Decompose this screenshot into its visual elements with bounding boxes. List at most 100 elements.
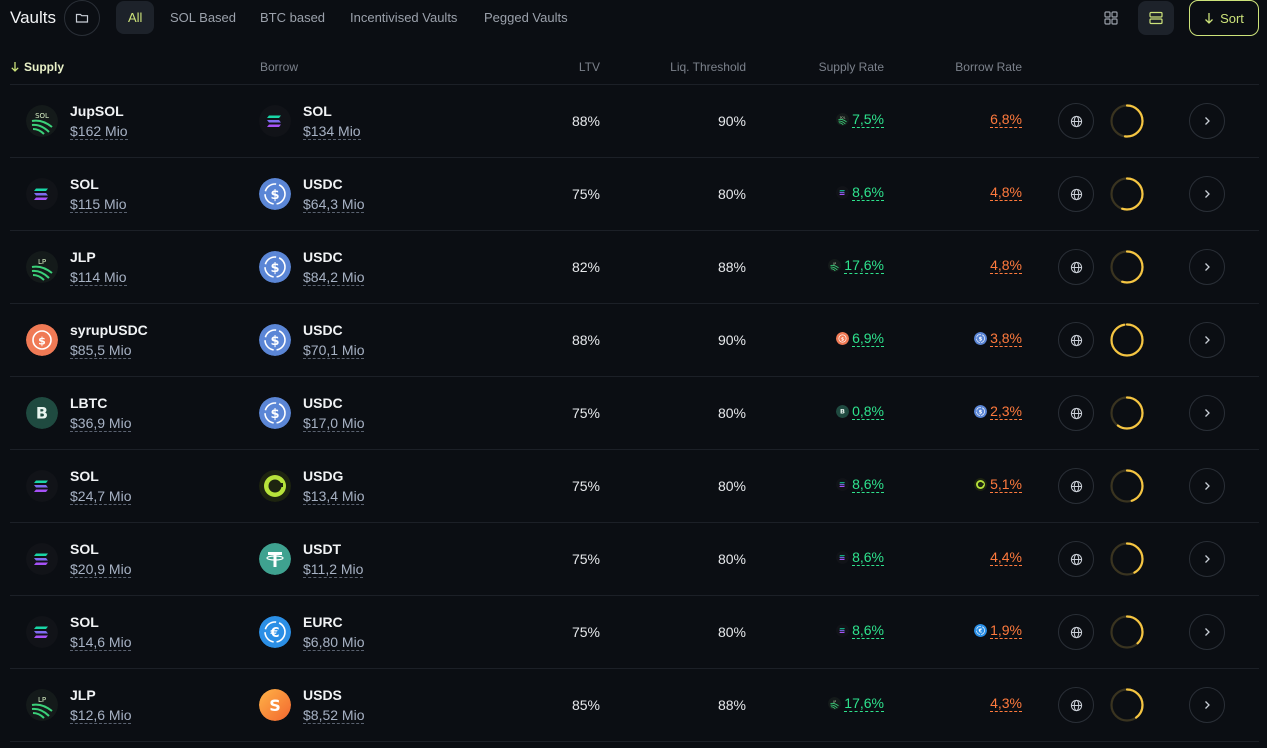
website-button[interactable] <box>1058 614 1094 650</box>
liq-threshold-value: 88% <box>717 697 746 713</box>
svg-text:LP: LP <box>38 258 46 266</box>
supply-rate[interactable]: LP 17,6% <box>774 695 884 712</box>
tab-sol-based[interactable]: SOL Based <box>158 1 248 34</box>
borrow-amount[interactable]: $11,2 Mio <box>303 561 364 578</box>
svg-text:$: $ <box>841 336 844 342</box>
open-vault-button[interactable] <box>1189 176 1225 212</box>
table-row[interactable]: SOL $115 Mio $ USDC $64,3 Mio 75% 80% 8,… <box>10 158 1259 231</box>
open-vault-button[interactable] <box>1189 614 1225 650</box>
tab-incentivised-vaults[interactable]: Incentivised Vaults <box>338 1 469 34</box>
supply-rate[interactable]: $ 6,9% <box>774 330 884 347</box>
column-header-borrow[interactable]: Borrow <box>260 60 298 74</box>
sort-button[interactable]: Sort <box>1189 0 1259 36</box>
borrow-rate[interactable]: $ 3,8% <box>912 330 1022 347</box>
sol-icon <box>26 178 58 210</box>
borrow-rate[interactable]: $ 2,3% <box>912 403 1022 420</box>
supply-rate-value: 8,6% <box>852 184 884 201</box>
usdc-icon: $ <box>259 251 291 283</box>
supply-rate[interactable]: 8,6% <box>774 549 884 566</box>
supply-amount[interactable]: $114 Mio <box>70 269 127 286</box>
supply-amount[interactable]: $12,6 Mio <box>70 707 132 724</box>
supply-amount[interactable]: $20,9 Mio <box>70 561 132 578</box>
table-row[interactable]: LP JLP $12,6 Mio S USDS $8,52 Mio 85% 88… <box>10 669 1259 742</box>
borrow-amount[interactable]: $6,80 Mio <box>303 634 365 651</box>
table-row[interactable]: SOL $14,6 Mio € EURC $6,80 Mio 75% 80% 8… <box>10 596 1259 669</box>
toolbar: Vaults All SOL Based BTC based Incentivi… <box>0 0 1267 36</box>
open-vault-button[interactable] <box>1189 541 1225 577</box>
folder-button[interactable] <box>64 0 100 36</box>
supply-amount[interactable]: $36,9 Mio <box>70 415 132 432</box>
website-button[interactable] <box>1058 322 1094 358</box>
utilization-gauge <box>1110 688 1144 722</box>
tab-all[interactable]: All <box>116 1 155 34</box>
column-header-borrow-rate[interactable]: Borrow Rate <box>912 60 1022 74</box>
open-vault-button[interactable] <box>1189 249 1225 285</box>
chevron-right-icon <box>1205 555 1210 563</box>
svg-text:LP: LP <box>833 261 837 265</box>
table-row[interactable]: SOL $20,9 Mio USDT $11,2 Mio 75% 80% 8,6… <box>10 523 1259 596</box>
borrow-rate[interactable]: 4,3% <box>912 695 1022 712</box>
website-button[interactable] <box>1058 249 1094 285</box>
borrow-amount[interactable]: $13,4 Mio <box>303 488 365 505</box>
tab-btc-based[interactable]: BTC based <box>248 1 337 34</box>
supply-amount[interactable]: $24,7 Mio <box>70 488 132 505</box>
utilization-gauge <box>1110 542 1144 576</box>
borrow-amount[interactable]: $70,1 Mio <box>303 342 365 359</box>
column-header-liq-threshold[interactable]: Liq. Threshold <box>646 60 746 74</box>
supply-token-name: LBTC <box>70 395 108 411</box>
supply-rate[interactable]: B 0,8% <box>774 403 884 420</box>
open-vault-button[interactable] <box>1189 395 1225 431</box>
borrow-rate-value: 4,8% <box>990 257 1022 274</box>
supply-rate-value: 17,6% <box>844 257 884 274</box>
borrow-amount[interactable]: $17,0 Mio <box>303 415 365 432</box>
borrow-amount[interactable]: $134 Mio <box>303 123 361 140</box>
borrow-rate[interactable]: 4,8% <box>912 184 1022 201</box>
borrow-rate[interactable]: 4,8% <box>912 257 1022 274</box>
supply-token-name: SOL <box>70 176 99 192</box>
borrow-rate[interactable]: 4,4% <box>912 549 1022 566</box>
website-button[interactable] <box>1058 176 1094 212</box>
borrow-rate[interactable]: 6,8% <box>912 111 1022 128</box>
supply-rate[interactable]: LP 17,6% <box>774 257 884 274</box>
table-row[interactable]: B LBTC $36,9 Mio $ USDC $17,0 Mio 75% 80… <box>10 377 1259 450</box>
table-row[interactable]: LP JLP $114 Mio $ USDC $84,2 Mio 82% 88%… <box>10 231 1259 304</box>
column-header-supply-rate[interactable]: Supply Rate <box>774 60 884 74</box>
supply-rate[interactable]: 8,6% <box>774 622 884 639</box>
table-row[interactable]: SOL $24,7 Mio USDG $13,4 Mio 75% 80% 8,6… <box>10 450 1259 523</box>
borrow-amount[interactable]: $8,52 Mio <box>303 707 365 724</box>
borrow-amount[interactable]: $84,2 Mio <box>303 269 365 286</box>
website-button[interactable] <box>1058 468 1094 504</box>
borrow-token-name: USDC <box>303 249 343 265</box>
grid-view-button[interactable] <box>1093 1 1129 35</box>
open-vault-button[interactable] <box>1189 687 1225 723</box>
website-button[interactable] <box>1058 541 1094 577</box>
column-header-ltv[interactable]: LTV <box>520 60 600 74</box>
supply-rate[interactable]: 8,6% <box>774 184 884 201</box>
liq-threshold-value: 80% <box>717 478 746 494</box>
open-vault-button[interactable] <box>1189 322 1225 358</box>
borrow-rate[interactable]: € 1,9% <box>912 622 1022 639</box>
table-row[interactable]: $ syrupUSDC $85,5 Mio $ USDC $70,1 Mio 8… <box>10 304 1259 377</box>
list-view-button[interactable] <box>1138 1 1174 35</box>
open-vault-button[interactable] <box>1189 468 1225 504</box>
open-vault-button[interactable] <box>1189 103 1225 139</box>
chevron-right-icon <box>1205 263 1210 271</box>
supply-token-name: syrupUSDC <box>70 322 148 338</box>
supply-rate[interactable]: SOL 7,5% <box>774 111 884 128</box>
website-button[interactable] <box>1058 687 1094 723</box>
website-button[interactable] <box>1058 395 1094 431</box>
table-row[interactable]: SOL JupSOL $162 Mio SOL $134 Mio 88% 90%… <box>10 85 1259 158</box>
supply-amount[interactable]: $162 Mio <box>70 123 128 140</box>
supply-amount[interactable]: $115 Mio <box>70 196 127 213</box>
supply-rate[interactable]: 8,6% <box>774 476 884 493</box>
tab-label: BTC based <box>260 10 326 25</box>
supply-amount[interactable]: $14,6 Mio <box>70 634 132 651</box>
tab-pegged-vaults[interactable]: Pegged Vaults <box>472 1 580 34</box>
website-button[interactable] <box>1058 103 1094 139</box>
borrow-amount[interactable]: $64,3 Mio <box>303 196 365 213</box>
column-header-supply[interactable]: Supply <box>10 60 64 74</box>
borrow-rate[interactable]: 5,1% <box>912 476 1022 493</box>
globe-icon <box>1070 261 1082 273</box>
usdc-icon: $ <box>259 178 291 210</box>
supply-amount[interactable]: $85,5 Mio <box>70 342 132 359</box>
